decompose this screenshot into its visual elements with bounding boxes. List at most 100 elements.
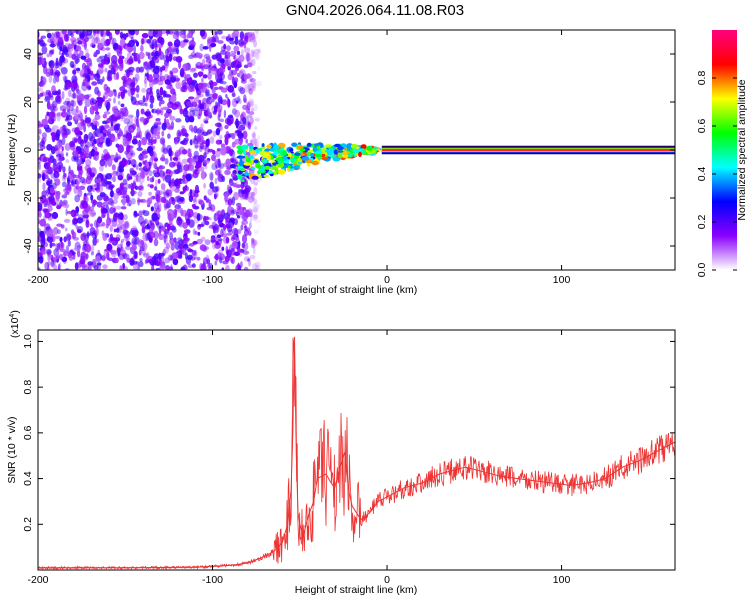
noise-speck [194,184,200,194]
noise-speck [195,156,199,162]
noise-speck [105,138,111,147]
snr-plot [38,336,675,570]
noise-speck [185,101,189,110]
noise-speck [206,96,213,105]
noise-speck [223,43,227,50]
noise-speck [134,175,142,183]
transition-speck [280,146,284,152]
noise-speck [89,227,96,235]
noise-speck [113,125,117,131]
noise-speck [83,105,88,115]
noise-speck [231,141,236,148]
noise-speck [251,239,257,245]
transition-speck [366,146,373,151]
noise-speck [167,133,171,139]
noise-speck [101,230,105,236]
noise-speck [158,165,166,170]
noise-speck [192,138,199,145]
noise-speck [47,117,52,124]
noise-speck [227,98,231,108]
snr-series-noise [38,337,675,570]
noise-speck [237,262,240,270]
noise-speck [74,194,81,203]
noise-speck [83,94,90,100]
noise-speck [248,98,255,106]
noise-speck [247,121,252,130]
noise-speck [89,223,94,228]
noise-speck [184,247,191,251]
noise-speck [216,122,222,128]
noise-speck [117,213,123,220]
noise-speck [154,40,158,48]
x-tick-label: -100 [202,574,223,586]
noise-speck [251,263,258,270]
noise-speck [98,223,103,227]
noise-speck [172,156,179,161]
noise-speck [91,81,98,86]
noise-speck [64,76,67,83]
noise-speck [40,35,46,39]
noise-speck [216,30,223,35]
y-tick-label: -40 [22,238,34,253]
noise-speck [169,225,176,231]
noise-speck [176,48,180,55]
noise-speck [195,164,201,169]
noise-speck [246,73,251,80]
noise-speck [43,228,46,237]
transition-speck [273,150,279,156]
noise-speck [192,196,198,205]
transition-speck [283,164,288,169]
noise-speck [96,189,100,193]
noise-speck [252,70,257,75]
noise-speck [110,188,114,198]
noise-speck [251,132,256,139]
noise-speck [227,205,233,214]
noise-speck [43,216,47,220]
noise-speck [157,80,164,86]
transition-speck [239,155,246,159]
noise-speck [82,73,88,78]
transition-speck [239,158,243,163]
noise-speck [234,237,240,242]
noise-speck [207,71,212,80]
noise-speck [70,99,75,106]
noise-speck [174,151,180,158]
noise-speck [151,43,155,50]
noise-speck [62,166,66,173]
noise-speck [120,206,127,210]
noise-speck [96,30,101,35]
noise-speck [47,157,51,167]
noise-speck [82,119,87,126]
x-tick-label: -200 [27,574,48,586]
noise-speck [140,155,144,161]
noise-speck [85,48,89,55]
noise-speck [81,81,86,87]
noise-speck [209,98,215,103]
noise-speck [111,217,116,223]
noise-speck [206,107,211,116]
transition-speck [299,148,306,152]
noise-speck [257,66,261,71]
transition-speck [337,146,344,151]
noise-speck [101,254,106,262]
noise-speck [221,81,227,85]
noise-speck [224,255,230,262]
noise-speck [193,72,198,78]
noise-speck [164,158,169,165]
noise-speck [76,164,80,172]
transition-speck [360,144,367,150]
noise-speck [99,159,106,167]
noise-speck [57,92,61,98]
y-tick-label: 1.0 [22,334,34,349]
noise-speck [47,253,50,262]
noise-speck [71,53,76,60]
noise-speck [91,124,98,130]
noise-speck [145,51,149,56]
noise-speck [197,159,202,165]
noise-speck [200,236,206,242]
noise-speck [51,211,59,220]
noise-speck [157,178,161,184]
noise-speck [251,36,257,42]
noise-speck [231,92,236,98]
noise-speck [133,100,141,106]
